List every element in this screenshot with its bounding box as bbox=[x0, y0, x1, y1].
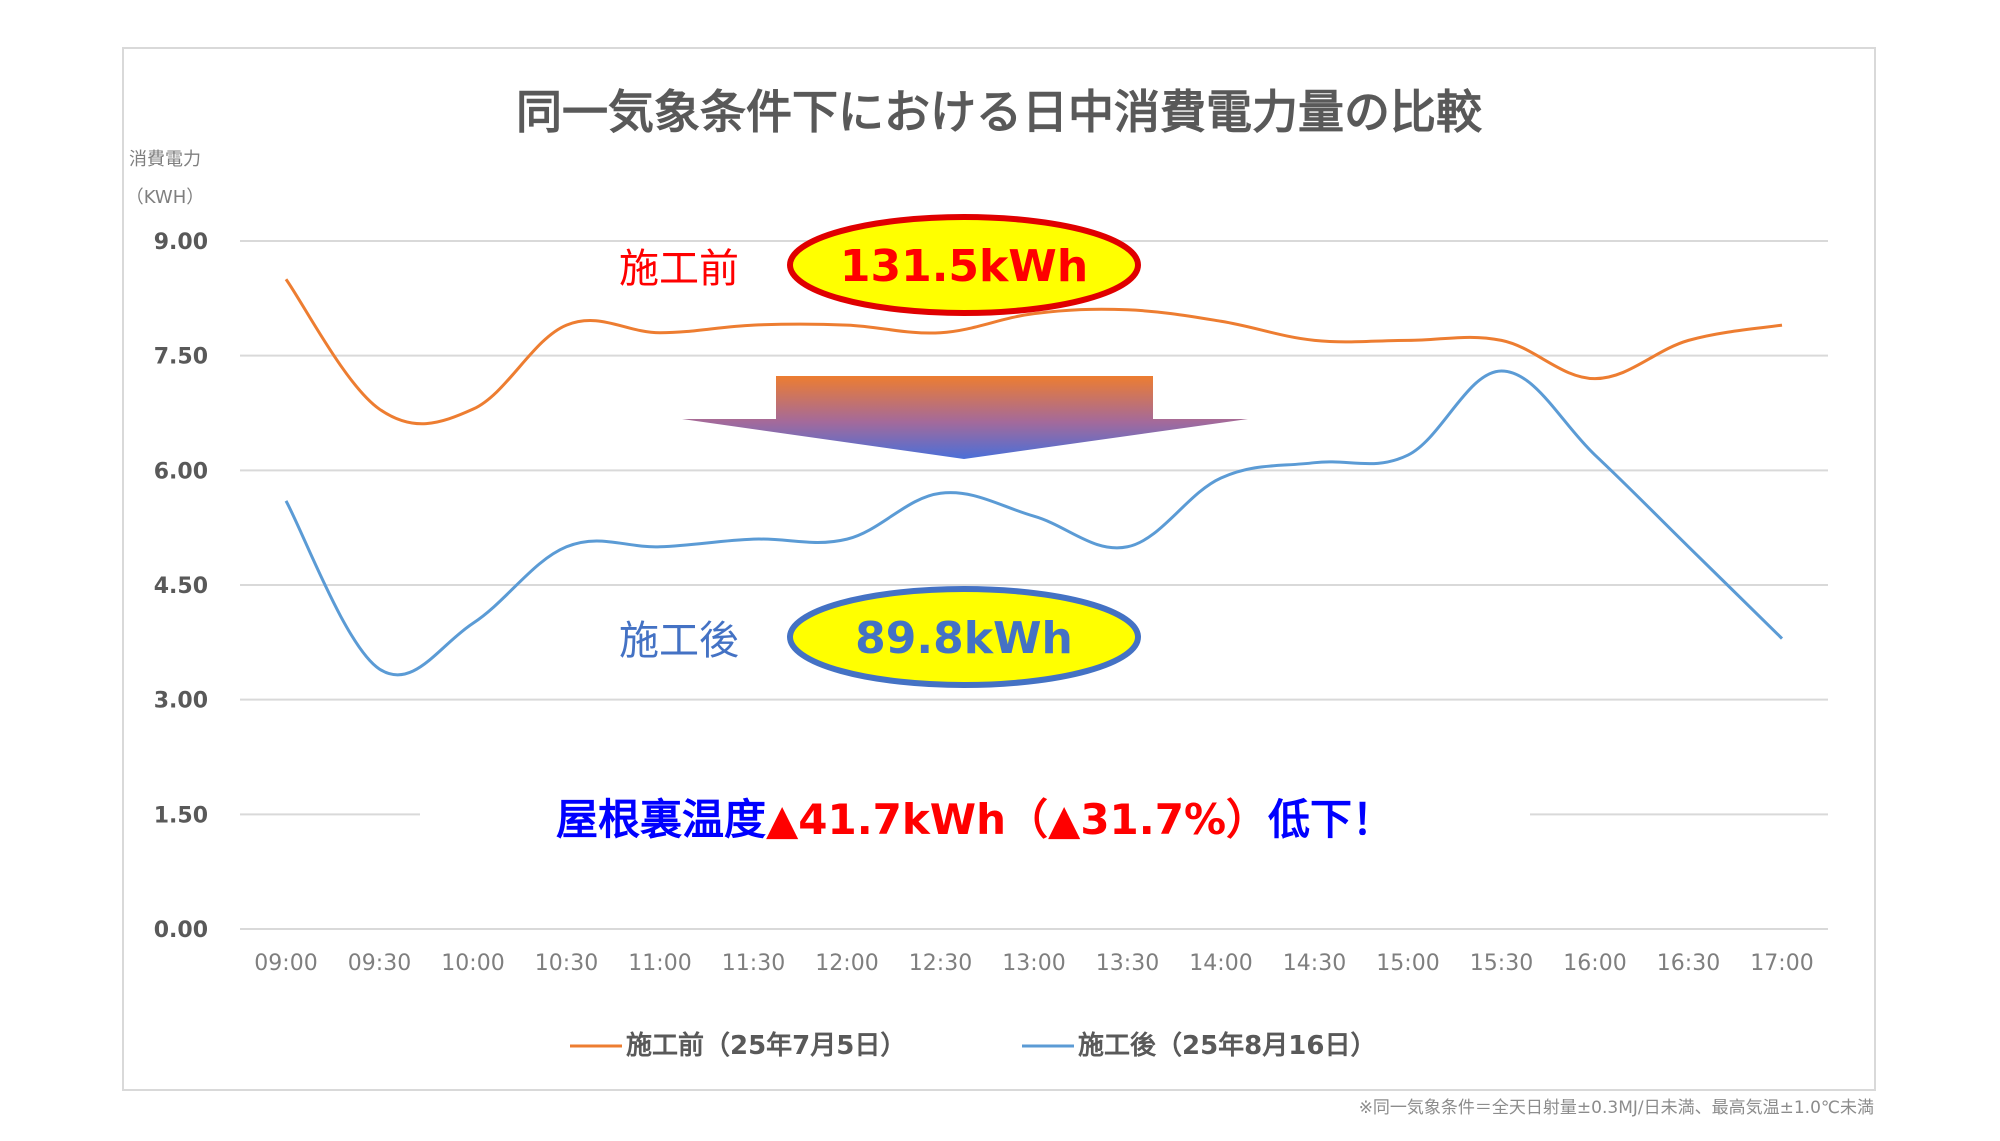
summary-backing bbox=[420, 795, 1530, 851]
series-line-after bbox=[284, 369, 1784, 677]
x-tick-label: 11:30 bbox=[722, 951, 785, 976]
before-label: 施工前 bbox=[619, 246, 739, 292]
x-tick-label: 14:30 bbox=[1283, 951, 1346, 976]
x-tick-label: 12:00 bbox=[815, 951, 878, 976]
summary-result: 低下！ bbox=[1268, 795, 1394, 844]
x-axis-ticks: 09:00 09:30 10:00 10:30 11:00 11:30 12:00 12:30… bbox=[254, 951, 1813, 976]
y-tick-label: 0.00 bbox=[154, 918, 208, 943]
legend: 施工前（25年7月5日） 施工後（25年8月16日） bbox=[570, 1030, 1376, 1061]
x-tick-label: 13:00 bbox=[1002, 951, 1065, 976]
x-tick-label: 13:30 bbox=[1096, 951, 1159, 976]
footnote: ※同一気象条件＝全天日射量±0.3MJ/日未満、最高気温±1.0℃未満 bbox=[1358, 1098, 1874, 1118]
y-axis-label-line1: 消費電力 bbox=[129, 149, 201, 170]
x-tick-label: 09:00 bbox=[254, 951, 317, 976]
y-tick-label: 3.00 bbox=[154, 689, 208, 714]
y-tick-label: 1.50 bbox=[154, 803, 208, 828]
x-tick-label: 14:00 bbox=[1189, 951, 1252, 976]
summary-annotation: 屋根裏温度▲41.7kWh（▲31.7%）低下！ bbox=[556, 795, 1394, 844]
x-tick-label: 10:00 bbox=[441, 951, 504, 976]
y-tick-label: 6.00 bbox=[154, 459, 208, 484]
y-axis-ticks: 0.00 1.50 3.00 4.50 6.00 7.50 9.00 bbox=[154, 230, 208, 943]
before-value: 131.5kWh bbox=[840, 241, 1088, 292]
y-axis-label-line2: （KWH） bbox=[126, 187, 205, 208]
summary-subject: 屋根裏温度 bbox=[556, 795, 766, 844]
x-tick-label: 15:30 bbox=[1470, 951, 1533, 976]
x-tick-label: 09:30 bbox=[348, 951, 411, 976]
x-tick-label: 16:00 bbox=[1563, 951, 1626, 976]
series-line-before bbox=[284, 278, 1783, 426]
y-tick-label: 9.00 bbox=[154, 230, 208, 255]
y-tick-label: 7.50 bbox=[154, 345, 208, 370]
x-tick-label: 16:30 bbox=[1657, 951, 1720, 976]
after-value: 89.8kWh bbox=[855, 613, 1073, 664]
chart-title: 同一気象条件下における日中消費電力量の比較 bbox=[516, 85, 1483, 139]
after-label: 施工後 bbox=[619, 618, 739, 664]
x-tick-label: 10:30 bbox=[535, 951, 598, 976]
summary-reduction: ▲41.7kWh（▲31.7%） bbox=[766, 795, 1268, 844]
series-lines bbox=[284, 278, 1784, 677]
legend-label-after: 施工後（25年8月16日） bbox=[1078, 1030, 1376, 1061]
x-tick-label: 15:00 bbox=[1376, 951, 1439, 976]
y-tick-label: 4.50 bbox=[154, 574, 208, 599]
x-tick-label: 17:00 bbox=[1750, 951, 1813, 976]
after-value-ellipse bbox=[787, 586, 1141, 688]
legend-label-before: 施工前（25年7月5日） bbox=[626, 1030, 906, 1061]
x-tick-label: 12:30 bbox=[909, 951, 972, 976]
x-tick-label: 11:00 bbox=[628, 951, 691, 976]
reduction-arrow bbox=[682, 376, 1248, 459]
before-value-ellipse bbox=[787, 214, 1141, 316]
